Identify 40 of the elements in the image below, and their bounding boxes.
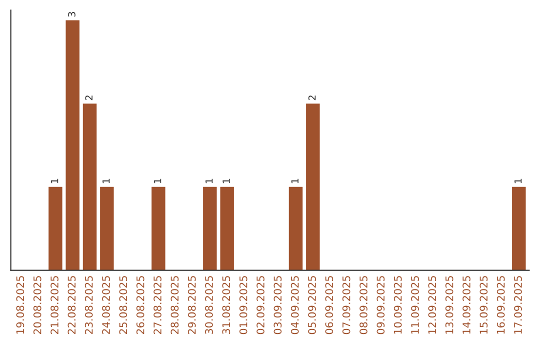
x-tick-label: 21.08.2025 xyxy=(50,276,58,334)
x-tick-label: 20.08.2025 xyxy=(33,276,42,334)
x-tick-label: 08.09.2025 xyxy=(360,276,368,334)
x-tick-label: 19.08.2025 xyxy=(16,276,24,334)
x-tick-label: 03.09.2025 xyxy=(274,276,282,334)
x-tick-label: 07.09.2025 xyxy=(342,276,350,334)
x-tick-label: 02.09.2025 xyxy=(256,276,264,334)
data-label: 1 xyxy=(222,178,230,184)
x-tick-label: 10.09.2025 xyxy=(394,276,402,334)
x-tick-label: 06.09.2025 xyxy=(325,276,334,334)
x-tick-label: 29.08.2025 xyxy=(188,276,196,334)
x-tick-label: 11.09.2025 xyxy=(411,276,419,334)
x-tick-label: 27.08.2025 xyxy=(154,276,162,334)
x-tick-label: 17.09.2025 xyxy=(514,276,522,334)
x-tick-label: 01.09.2025 xyxy=(239,276,248,334)
x-tick-label: 23.08.2025 xyxy=(84,276,93,334)
x-tick-label: 14.09.2025 xyxy=(462,276,470,334)
data-label: 3 xyxy=(68,12,76,17)
data-label: 2 xyxy=(308,96,316,100)
x-tick-label: 28.08.2025 xyxy=(170,276,179,334)
data-label: 1 xyxy=(154,178,162,184)
x-tick-label: 30.08.2025 xyxy=(205,276,213,334)
x-tick-label: 16.09.2025 xyxy=(496,276,505,334)
x-tick-label: 22.08.2025 xyxy=(68,276,76,334)
x-tick-label: 26.08.2025 xyxy=(136,276,144,334)
x-tick-label: 31.08.2025 xyxy=(222,276,230,334)
data-label: 1 xyxy=(206,178,213,184)
data-label: 2 xyxy=(85,96,92,100)
x-tick-label: 12.09.2025 xyxy=(428,276,436,334)
data-label: 1 xyxy=(514,178,522,184)
data-label: 1 xyxy=(51,178,58,184)
x-tick-label: 24.08.2025 xyxy=(102,276,110,334)
x-tick-label: 09.09.2025 xyxy=(376,276,385,334)
x-tick-label: 13.09.2025 xyxy=(445,276,454,334)
x-tick-label: 15.09.2025 xyxy=(480,276,488,334)
x-tick-label: 05.09.2025 xyxy=(308,276,316,334)
data-label: 1 xyxy=(291,178,298,184)
x-tick-label: 25.08.2025 xyxy=(119,276,128,334)
x-tick-label: 04.09.2025 xyxy=(290,276,299,334)
data-label: 1 xyxy=(102,178,110,184)
